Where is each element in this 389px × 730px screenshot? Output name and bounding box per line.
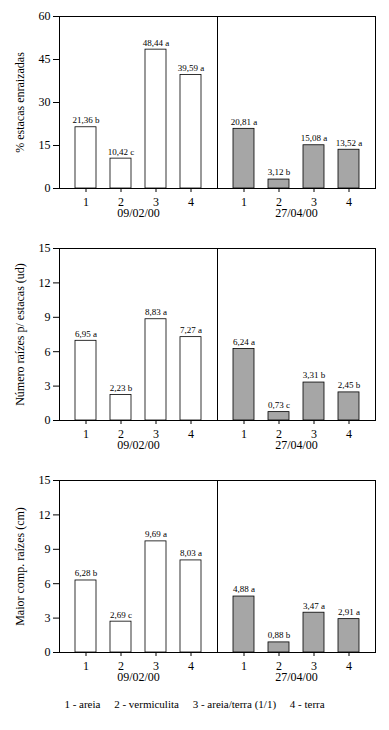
svg-text:3,12 b: 3,12 b	[268, 167, 291, 177]
svg-text:6,95 a: 6,95 a	[75, 329, 97, 339]
svg-text:Número raízes p/ estacas (ud): Número raízes p/ estacas (ud)	[13, 263, 27, 406]
svg-text:3: 3	[45, 611, 51, 625]
svg-text:27/04/00: 27/04/00	[275, 206, 318, 220]
svg-text:3: 3	[153, 195, 159, 209]
svg-text:6,24 a: 6,24 a	[233, 337, 255, 347]
svg-text:0: 0	[45, 181, 51, 195]
svg-text:4: 4	[346, 659, 352, 673]
svg-text:8,03 a: 8,03 a	[180, 548, 202, 558]
svg-text:15: 15	[39, 241, 51, 255]
svg-text:1: 1	[241, 427, 247, 441]
svg-text:1: 1	[83, 659, 89, 673]
svg-text:3: 3	[45, 379, 51, 393]
svg-text:4: 4	[346, 427, 352, 441]
svg-text:1: 1	[241, 659, 247, 673]
svg-text:60: 60	[39, 9, 51, 23]
svg-text:3: 3	[311, 427, 317, 441]
svg-text:30: 30	[39, 95, 51, 109]
svg-text:2: 2	[118, 195, 124, 209]
svg-text:2,69 c: 2,69 c	[110, 610, 132, 620]
svg-text:9: 9	[45, 542, 51, 556]
svg-text:6: 6	[45, 345, 51, 359]
svg-text:9: 9	[45, 310, 51, 324]
svg-text:6: 6	[45, 577, 51, 591]
svg-text:12: 12	[39, 276, 51, 290]
svg-text:0,88 b: 0,88 b	[268, 630, 291, 640]
svg-text:4,88 a: 4,88 a	[233, 584, 255, 594]
svg-text:2: 2	[276, 427, 282, 441]
svg-text:15: 15	[39, 138, 51, 152]
svg-text:3: 3	[311, 659, 317, 673]
svg-text:13,52 a: 13,52 a	[336, 138, 363, 148]
html-text:1 - areia 2 - vermiculita 3 -: 1 - areia 2 - vermiculita 3 - areia/terr…	[64, 698, 325, 710]
svg-text:4: 4	[346, 195, 352, 209]
svg-text:4: 4	[188, 659, 194, 673]
svg-text:2,45 b: 2,45 b	[338, 380, 361, 390]
svg-text:3: 3	[153, 659, 159, 673]
svg-text:3,47 a: 3,47 a	[303, 601, 325, 611]
svg-text:7,27 a: 7,27 a	[180, 325, 202, 335]
svg-text:0: 0	[45, 413, 51, 427]
svg-text:09/02/00: 09/02/00	[117, 670, 160, 684]
svg-text:6,28 b: 6,28 b	[75, 568, 98, 578]
svg-text:39,59 a: 39,59 a	[178, 63, 205, 73]
svg-text:0,73 c: 0,73 c	[268, 400, 290, 410]
svg-text:0: 0	[45, 645, 51, 659]
svg-text:2,23 b: 2,23 b	[110, 383, 133, 393]
svg-text:48,44 a: 48,44 a	[143, 38, 170, 48]
svg-text:3: 3	[153, 427, 159, 441]
svg-text:3: 3	[311, 195, 317, 209]
svg-text:09/02/00: 09/02/00	[117, 206, 160, 220]
svg-text:1: 1	[241, 195, 247, 209]
svg-text:12: 12	[39, 508, 51, 522]
svg-text:09/02/00: 09/02/00	[117, 438, 160, 452]
svg-text:Maior comp. raízes (cm): Maior comp. raízes (cm)	[13, 507, 27, 626]
svg-text:1: 1	[83, 427, 89, 441]
svg-text:2,91 a: 2,91 a	[338, 607, 360, 617]
svg-text:15: 15	[39, 473, 51, 487]
svg-text:20,81 a: 20,81 a	[231, 117, 258, 127]
svg-text:8,83 a: 8,83 a	[145, 307, 167, 317]
svg-text:3,31 b: 3,31 b	[303, 370, 326, 380]
svg-text:10,42 c: 10,42 c	[108, 147, 135, 157]
svg-text:15,08 a: 15,08 a	[301, 133, 328, 143]
svg-text:21,36 b: 21,36 b	[73, 115, 101, 125]
svg-text:27/04/00: 27/04/00	[275, 438, 318, 452]
svg-text:2: 2	[118, 659, 124, 673]
svg-text:9,69 a: 9,69 a	[145, 529, 167, 539]
svg-text:45: 45	[39, 52, 51, 66]
svg-text:2: 2	[276, 195, 282, 209]
svg-text:1: 1	[83, 195, 89, 209]
svg-text:27/04/00: 27/04/00	[275, 670, 318, 684]
svg-text:2: 2	[118, 427, 124, 441]
svg-text:% estacas enraizadas: % estacas enraizadas	[13, 52, 27, 153]
svg-text:4: 4	[188, 427, 194, 441]
svg-text:2: 2	[276, 659, 282, 673]
svg-text:4: 4	[188, 195, 194, 209]
